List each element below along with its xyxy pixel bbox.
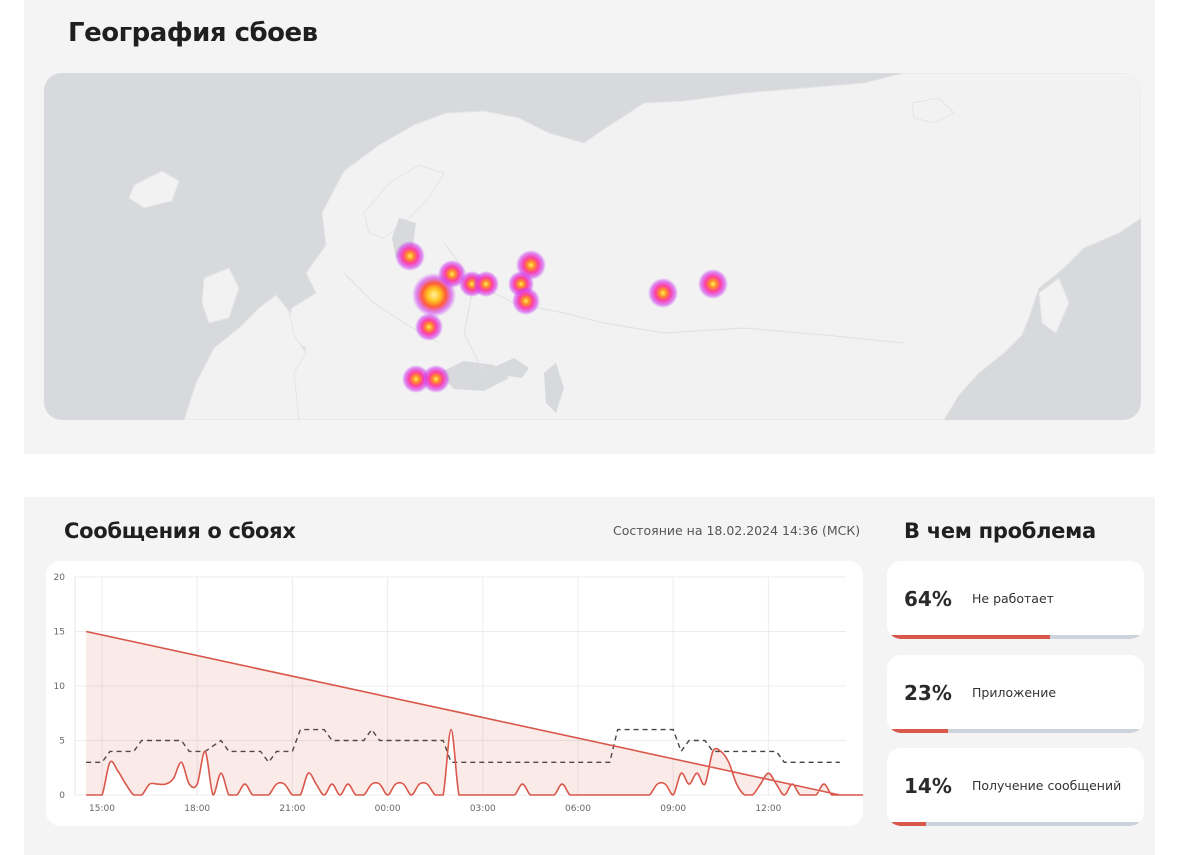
- hotspot: [512, 287, 540, 315]
- status-timestamp: Состояние на 18.02.2024 14:36 (МСК): [613, 523, 861, 538]
- hotspot: [473, 271, 499, 297]
- problem-label: Не работает: [972, 591, 1054, 606]
- problem-progress-fill: [891, 635, 1051, 639]
- x-tick-label: 06:00: [565, 804, 591, 814]
- reports-line: [85, 630, 863, 796]
- geography-title: География сбоев: [68, 18, 318, 48]
- y-tick-label: 10: [54, 682, 66, 692]
- reports-area: [86, 631, 863, 795]
- problem-progress-fill: [891, 729, 949, 733]
- problems-title: В чем проблема: [904, 519, 1096, 543]
- outage-hotspots: [395, 241, 728, 393]
- problem-percent: 64%: [904, 587, 952, 611]
- messages-title: Сообщения о сбоях: [64, 519, 296, 543]
- problem-progress-track: [891, 729, 1140, 733]
- outage-chart-card: 0 5 10 15 20 15:00 18:00 21:00 00:00 03:00 06:00 09…: [46, 561, 863, 826]
- hotspot: [402, 365, 430, 393]
- y-tick-label: 20: [54, 573, 66, 583]
- map-land: [128, 73, 1141, 420]
- outage-chart[interactable]: 0 5 10 15 20 15:00 18:00 21:00 00:00 03:00 06:00 09…: [46, 561, 863, 826]
- problem-progress-track: [891, 822, 1140, 826]
- problem-card-app[interactable]: 23% Приложение: [887, 655, 1144, 733]
- problem-progress-fill: [891, 822, 926, 826]
- x-tick-label: 21:00: [279, 804, 305, 814]
- y-tick-label: 0: [59, 791, 65, 801]
- hotspot: [395, 241, 425, 271]
- hotspot: [415, 313, 443, 341]
- map-canvas: [44, 73, 1141, 420]
- x-tick-label: 12:00: [755, 804, 781, 814]
- hotspot: [648, 278, 678, 308]
- hotspot: [698, 269, 728, 299]
- hotspot: [412, 273, 456, 317]
- x-tick-label: 03:00: [470, 804, 496, 814]
- x-tick-label: 15:00: [89, 804, 115, 814]
- problem-label: Получение сообщений: [972, 778, 1122, 793]
- x-tick-label: 09:00: [660, 804, 686, 814]
- hotspot: [422, 365, 450, 393]
- problem-label: Приложение: [972, 685, 1057, 700]
- problem-card-messages[interactable]: 14% Получение сообщений: [887, 748, 1144, 826]
- problem-progress-track: [891, 635, 1140, 639]
- baseline-dashed-line: [86, 728, 840, 764]
- x-tick-label: 00:00: [375, 804, 401, 814]
- map-water: [44, 73, 564, 413]
- problem-percent: 14%: [904, 774, 952, 798]
- problem-percent: 23%: [904, 681, 952, 705]
- outage-map[interactable]: [44, 73, 1141, 420]
- x-tick-label: 18:00: [184, 804, 210, 814]
- y-tick-label: 5: [59, 737, 65, 747]
- problem-card-not-working[interactable]: 64% Не работает: [887, 561, 1144, 639]
- y-tick-label: 15: [54, 628, 65, 638]
